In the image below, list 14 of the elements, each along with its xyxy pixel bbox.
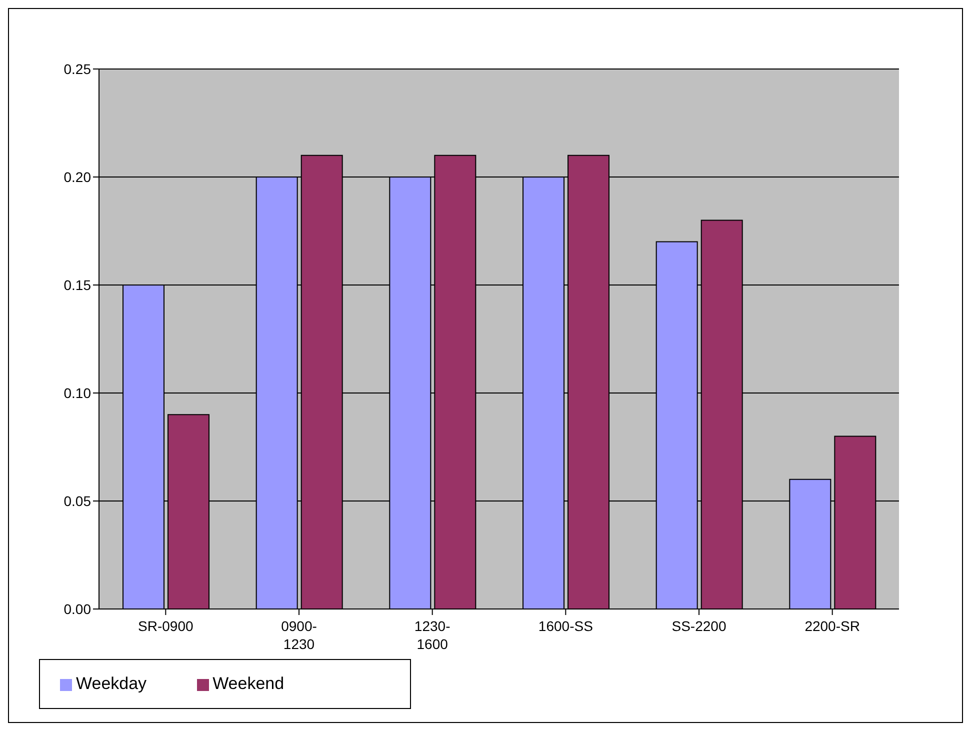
x-tick-label: 2200-SR bbox=[804, 618, 860, 634]
x-tick-label: SS-2200 bbox=[672, 618, 726, 634]
legend-label: Weekend bbox=[212, 674, 284, 693]
x-tick-label: SR-0900 bbox=[138, 618, 194, 634]
y-tick-label: 0.25 bbox=[64, 60, 92, 77]
y-tick-label: 0.00 bbox=[64, 600, 92, 617]
y-tick-label: 0.15 bbox=[64, 276, 92, 293]
legend-label: Weekday bbox=[76, 674, 147, 693]
y-tick-label: 0.20 bbox=[64, 168, 92, 185]
x-tick-label: 0900- 1230 bbox=[281, 618, 318, 652]
y-tick-label: 0.10 bbox=[64, 384, 92, 401]
y-tick-label: 0.05 bbox=[64, 492, 92, 509]
x-tick-label: 1230- 1600 bbox=[414, 618, 451, 652]
x-tick-label: 1600-SS bbox=[538, 618, 593, 634]
